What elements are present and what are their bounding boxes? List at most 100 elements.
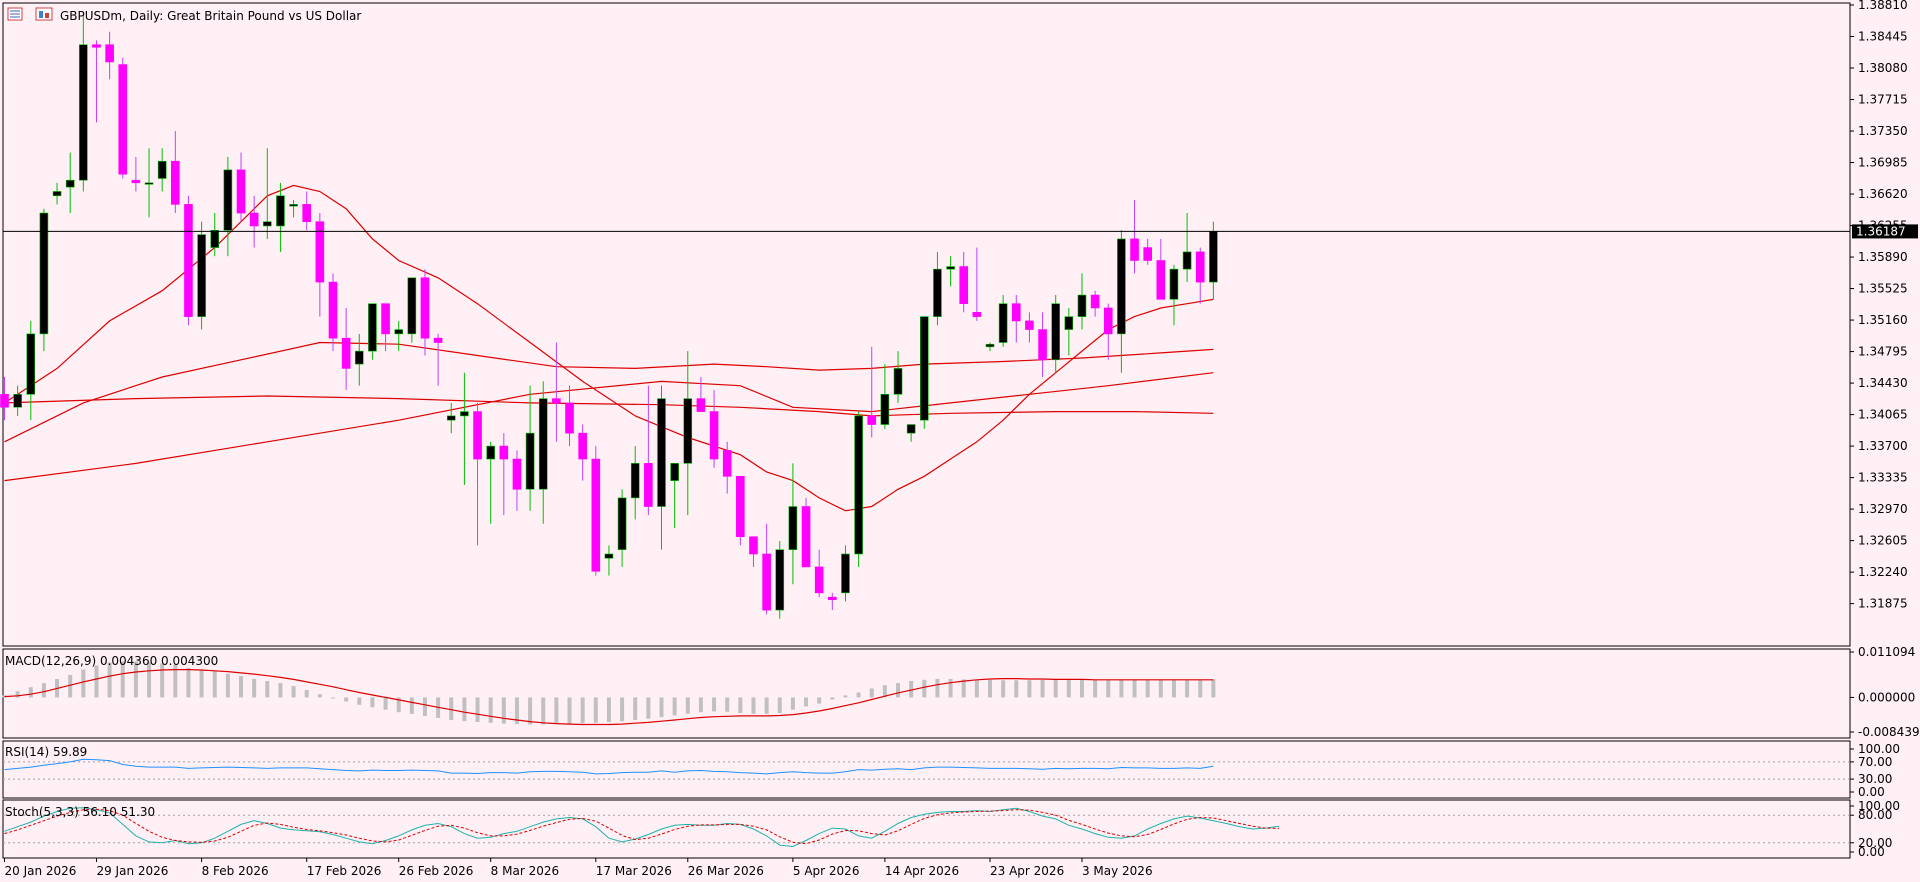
macd-bar <box>304 690 309 698</box>
macd-bar <box>804 697 809 707</box>
macd-bar <box>830 697 835 700</box>
candle-body <box>210 229 220 248</box>
rsi-panel[interactable] <box>2 740 1851 799</box>
stoch-tick-label: 20.00 <box>1858 836 1892 850</box>
candle-body <box>1130 238 1139 261</box>
candle-body <box>407 277 417 335</box>
macd-histogram <box>2 661 1216 725</box>
time-tick-label: 8 Mar 2026 <box>491 864 559 878</box>
stoch-tick-label: 100.00 <box>1858 799 1900 813</box>
rsi-line <box>4 758 1214 775</box>
macd-bar <box>291 685 296 698</box>
macd-bar <box>133 661 138 698</box>
price-tick-label: 1.35525 <box>1858 282 1908 296</box>
macd-bar <box>646 697 651 719</box>
time-tick-label: 17 Feb 2026 <box>307 864 382 878</box>
candle-body <box>0 394 9 408</box>
candle-body <box>118 64 128 175</box>
candle-body <box>302 204 312 222</box>
candle-body <box>775 549 785 611</box>
macd-bar <box>751 697 756 714</box>
candle-body <box>801 506 811 568</box>
rsi-tick-label: 0.00 <box>1858 785 1885 799</box>
macd-bar <box>1014 680 1019 698</box>
candle-body <box>144 182 154 185</box>
time-tick-label: 29 Jan 2026 <box>96 864 168 878</box>
candle-body <box>552 398 561 404</box>
macd-bar <box>659 697 664 718</box>
candle-body <box>578 432 587 460</box>
candle-body <box>985 343 995 348</box>
candle-body <box>1209 231 1218 283</box>
chart-header: GBPUSDm, Daily: Great Britain Pound vs U… <box>7 7 361 23</box>
candle-body <box>565 402 574 434</box>
candle-body <box>171 160 180 205</box>
macd-bar <box>1053 679 1058 698</box>
candle-body <box>328 281 338 339</box>
time-tick-label: 3 May 2026 <box>1082 864 1153 878</box>
candle-body <box>473 411 482 460</box>
macd-axis: 0.011094 0.000000 -0.008439 <box>1850 645 1920 739</box>
candle-body <box>39 212 49 335</box>
candle-body <box>998 303 1008 343</box>
macd-bar <box>344 697 349 702</box>
stoch-panel[interactable] <box>2 799 1851 859</box>
macd-bar <box>15 691 20 698</box>
candle-body <box>867 415 877 425</box>
macd-bar <box>1119 679 1124 698</box>
stoch-tick-label: 0.00 <box>1858 845 1885 859</box>
macd-tick-label: 0.000000 <box>1858 690 1915 704</box>
candle-body <box>893 368 903 395</box>
macd-bar <box>882 685 887 698</box>
candle-body <box>197 234 206 317</box>
price-tick-label: 1.32240 <box>1858 565 1908 579</box>
macd-bar <box>173 664 178 698</box>
macd-bar <box>764 697 769 714</box>
candle-body <box>446 415 456 421</box>
macd-bar <box>988 679 992 698</box>
macd-signal-line <box>4 669 1214 726</box>
candle-body <box>1103 307 1113 335</box>
price-tick-label: 1.37715 <box>1858 93 1908 107</box>
macd-bar <box>147 662 152 698</box>
price-tick-label: 1.34430 <box>1858 376 1908 390</box>
price-tick-label: 1.36985 <box>1858 156 1908 170</box>
macd-bar <box>160 663 165 698</box>
macd-bar <box>1198 679 1203 698</box>
moving-average-line <box>4 341 1214 443</box>
price-tick-label: 1.38080 <box>1858 61 1908 75</box>
price-tick-label: 1.34795 <box>1858 345 1908 359</box>
candle-body <box>736 476 745 538</box>
rsi-tick-label: 30.00 <box>1858 772 1892 786</box>
chart-window-icon[interactable] <box>35 7 53 21</box>
current-price-label-bg <box>1852 224 1918 239</box>
macd-bar <box>896 683 901 698</box>
macd-bar <box>357 697 362 705</box>
macd-bar <box>370 697 375 708</box>
time-tick-label: 8 Feb 2026 <box>202 864 269 878</box>
stoch-signal-path <box>4 808 1280 845</box>
macd-signal-path <box>4 669 1214 726</box>
macd-bar <box>1145 679 1150 698</box>
price-tick-label: 1.35160 <box>1858 313 1908 327</box>
macd-bar <box>593 697 598 723</box>
candle-body <box>762 553 771 611</box>
macd-bar <box>94 665 99 698</box>
candle-body <box>460 411 469 417</box>
macd-bar <box>961 679 966 698</box>
price-tick-label: 1.37350 <box>1858 124 1908 138</box>
candle-body <box>749 536 758 555</box>
macd-bar <box>514 697 519 725</box>
candle-body <box>1143 247 1152 261</box>
candle-body <box>880 394 890 425</box>
candle-body <box>276 195 285 227</box>
macd-tick-label: -0.008439 <box>1858 725 1920 739</box>
macd-bar <box>383 697 388 710</box>
macd-bar <box>331 697 335 699</box>
candle-body <box>709 411 719 460</box>
macd-panel[interactable] <box>2 648 1851 739</box>
candle-body <box>683 398 693 464</box>
moving-average-line <box>4 395 1214 417</box>
